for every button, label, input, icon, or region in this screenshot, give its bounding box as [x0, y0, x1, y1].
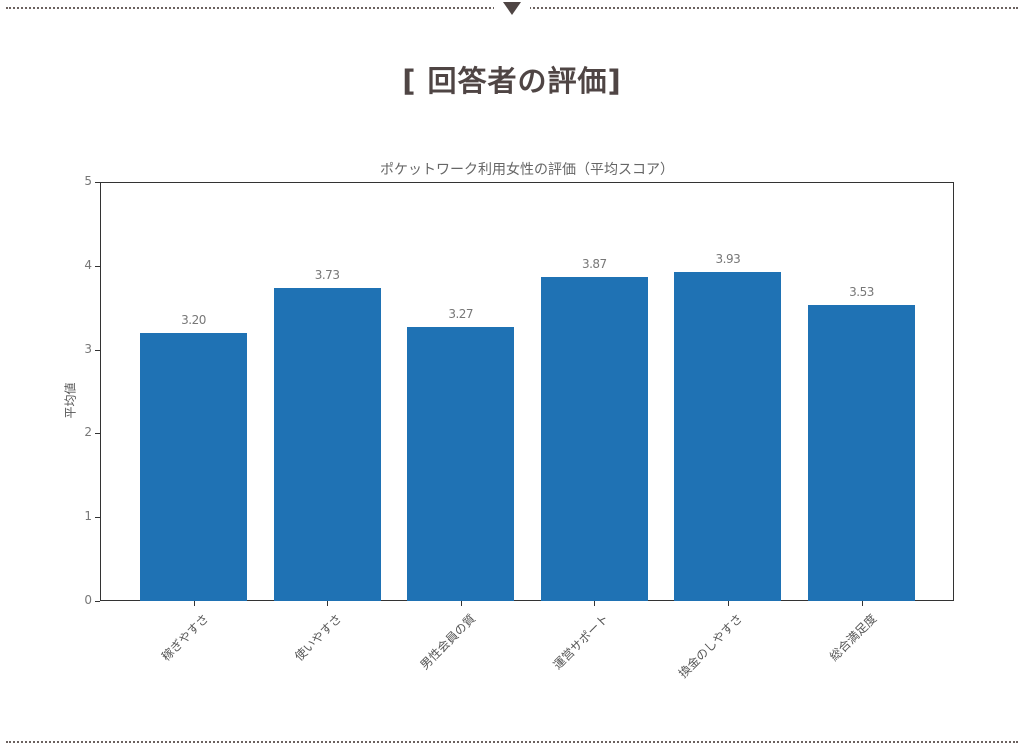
x-tick [193, 601, 195, 606]
bar [808, 305, 915, 601]
y-tick [95, 265, 100, 267]
y-tick-label: 1 [84, 509, 92, 524]
down-triangle-icon [503, 2, 521, 15]
y-tick [95, 433, 100, 435]
x-tick [594, 601, 596, 606]
y-tick [95, 349, 100, 351]
y-tick-label: 0 [84, 593, 92, 607]
x-tick-label: 総合満足度 [826, 611, 879, 664]
plot-area [100, 182, 954, 601]
x-tick-label: 使いやすさ [292, 611, 345, 664]
bar [674, 271, 782, 601]
bar-value-label: 3.53 [849, 285, 874, 300]
y-tick-label: 4 [84, 257, 92, 272]
bar-value-label: 3.73 [314, 268, 340, 283]
y-tick [95, 601, 100, 602]
x-tick [327, 601, 329, 606]
bar-value-label: 3.87 [581, 256, 607, 271]
x-tick [460, 601, 462, 606]
bar-value-label: 3.93 [715, 251, 741, 266]
x-tick-label: 男性会員の質 [417, 611, 479, 673]
y-tick [95, 517, 100, 519]
x-tick [727, 601, 729, 606]
bar [273, 288, 381, 601]
x-tick-label: 換金のしやすさ [675, 611, 746, 681]
page-title: [ 回答者の評価] [402, 64, 622, 98]
x-tick [861, 601, 863, 606]
chart-title: ポケットワーク利用女性の評価（平均スコア） [380, 162, 674, 178]
bar [407, 326, 515, 601]
bar-value-label: 3.27 [448, 306, 474, 321]
bar [540, 276, 648, 601]
y-tick [95, 182, 100, 183]
bar-value-label: 3.20 [181, 312, 206, 327]
y-tick-label: 3 [84, 341, 92, 356]
bar [140, 332, 247, 601]
x-tick-label: 稼ぎやすさ [158, 611, 211, 664]
x-tick-label: 運営サポート [550, 611, 612, 673]
y-axis-label: 平均値 [63, 382, 78, 419]
bottom-dotted-divider [6, 741, 1018, 743]
y-tick-label: 2 [84, 425, 92, 440]
y-tick-label: 5 [84, 174, 92, 188]
